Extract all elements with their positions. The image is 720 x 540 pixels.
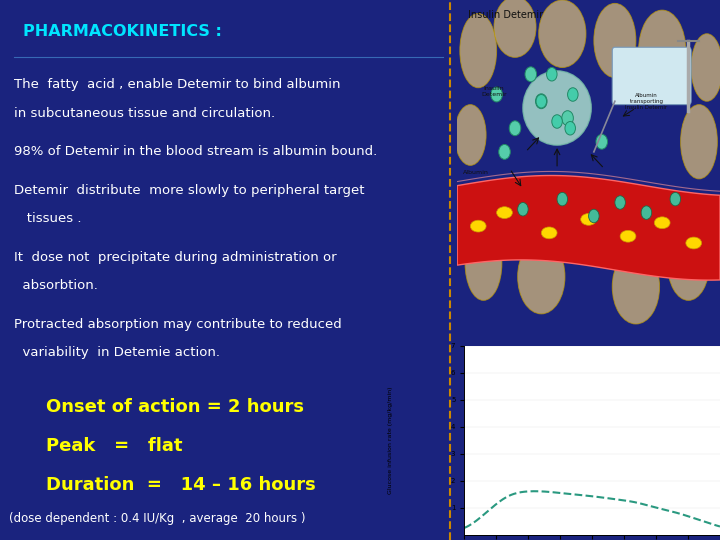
Ellipse shape (654, 217, 670, 228)
Ellipse shape (667, 226, 709, 300)
Text: Duration  =   14 – 16 hours: Duration = 14 – 16 hours (46, 476, 315, 494)
Text: Onset of action = 2 hours: Onset of action = 2 hours (46, 398, 304, 416)
Ellipse shape (639, 10, 686, 91)
Ellipse shape (454, 105, 486, 165)
Circle shape (615, 195, 626, 209)
Text: PHARMACOKINETICS :: PHARMACOKINETICS : (23, 24, 222, 39)
Ellipse shape (581, 213, 596, 225)
Text: It  dose not  precipitate during administration or: It dose not precipitate during administr… (14, 251, 336, 264)
Ellipse shape (518, 240, 565, 314)
Text: tissues .: tissues . (14, 212, 81, 225)
Ellipse shape (691, 33, 720, 102)
Ellipse shape (541, 227, 557, 239)
Circle shape (518, 202, 528, 216)
Text: Protracted absorption may contribute to reduced: Protracted absorption may contribute to … (14, 318, 341, 330)
Ellipse shape (686, 237, 701, 249)
Circle shape (546, 68, 557, 81)
Circle shape (596, 134, 608, 149)
FancyBboxPatch shape (612, 48, 691, 105)
Circle shape (641, 206, 652, 219)
Circle shape (567, 87, 578, 102)
Text: absorbtion.: absorbtion. (14, 279, 98, 292)
Circle shape (552, 115, 562, 128)
Text: Peak   =   flat: Peak = flat (46, 437, 182, 455)
Ellipse shape (465, 226, 502, 300)
Text: Albumin
transporting
Insulin Detemir: Albumin transporting Insulin Detemir (626, 93, 667, 110)
PathPatch shape (457, 176, 720, 280)
Ellipse shape (497, 207, 513, 219)
Text: in subcutaneous tissue and circulation.: in subcutaneous tissue and circulation. (14, 107, 275, 120)
Circle shape (557, 192, 567, 206)
Text: Detemir  distribute  more slowly to peripheral target: Detemir distribute more slowly to periph… (14, 184, 364, 197)
Ellipse shape (460, 14, 497, 87)
Circle shape (525, 67, 536, 82)
Text: variability  in Detemie action.: variability in Detemie action. (14, 346, 220, 359)
Ellipse shape (612, 249, 660, 324)
Ellipse shape (594, 3, 636, 78)
Circle shape (589, 209, 599, 222)
Text: The  fatty  acid , enable Detemir to bind albumin: The fatty acid , enable Detemir to bind … (14, 78, 341, 91)
Ellipse shape (523, 71, 591, 145)
Ellipse shape (470, 220, 486, 232)
Ellipse shape (620, 231, 636, 242)
Text: 98% of Detemir in the blood stream is albumin bound.: 98% of Detemir in the blood stream is al… (14, 145, 377, 158)
Text: (dose dependent : 0.4 IU/Kg  , average  20 hours ): (dose dependent : 0.4 IU/Kg , average 20… (9, 512, 306, 525)
Circle shape (565, 122, 575, 135)
Ellipse shape (539, 0, 586, 68)
Ellipse shape (494, 0, 536, 57)
Text: Albumin: Albumin (463, 170, 489, 174)
Circle shape (491, 87, 503, 102)
Circle shape (509, 121, 521, 136)
Circle shape (562, 111, 573, 126)
Circle shape (499, 144, 510, 159)
Y-axis label: Glucose infusion rate (mg/kg/min): Glucose infusion rate (mg/kg/min) (388, 386, 393, 494)
Circle shape (536, 94, 546, 108)
Circle shape (670, 192, 680, 206)
Text: Insulin Detemir: Insulin Detemir (468, 10, 543, 20)
Ellipse shape (680, 105, 717, 179)
Text: Insulin
Detemir: Insulin Detemir (481, 86, 507, 97)
Circle shape (536, 94, 547, 109)
